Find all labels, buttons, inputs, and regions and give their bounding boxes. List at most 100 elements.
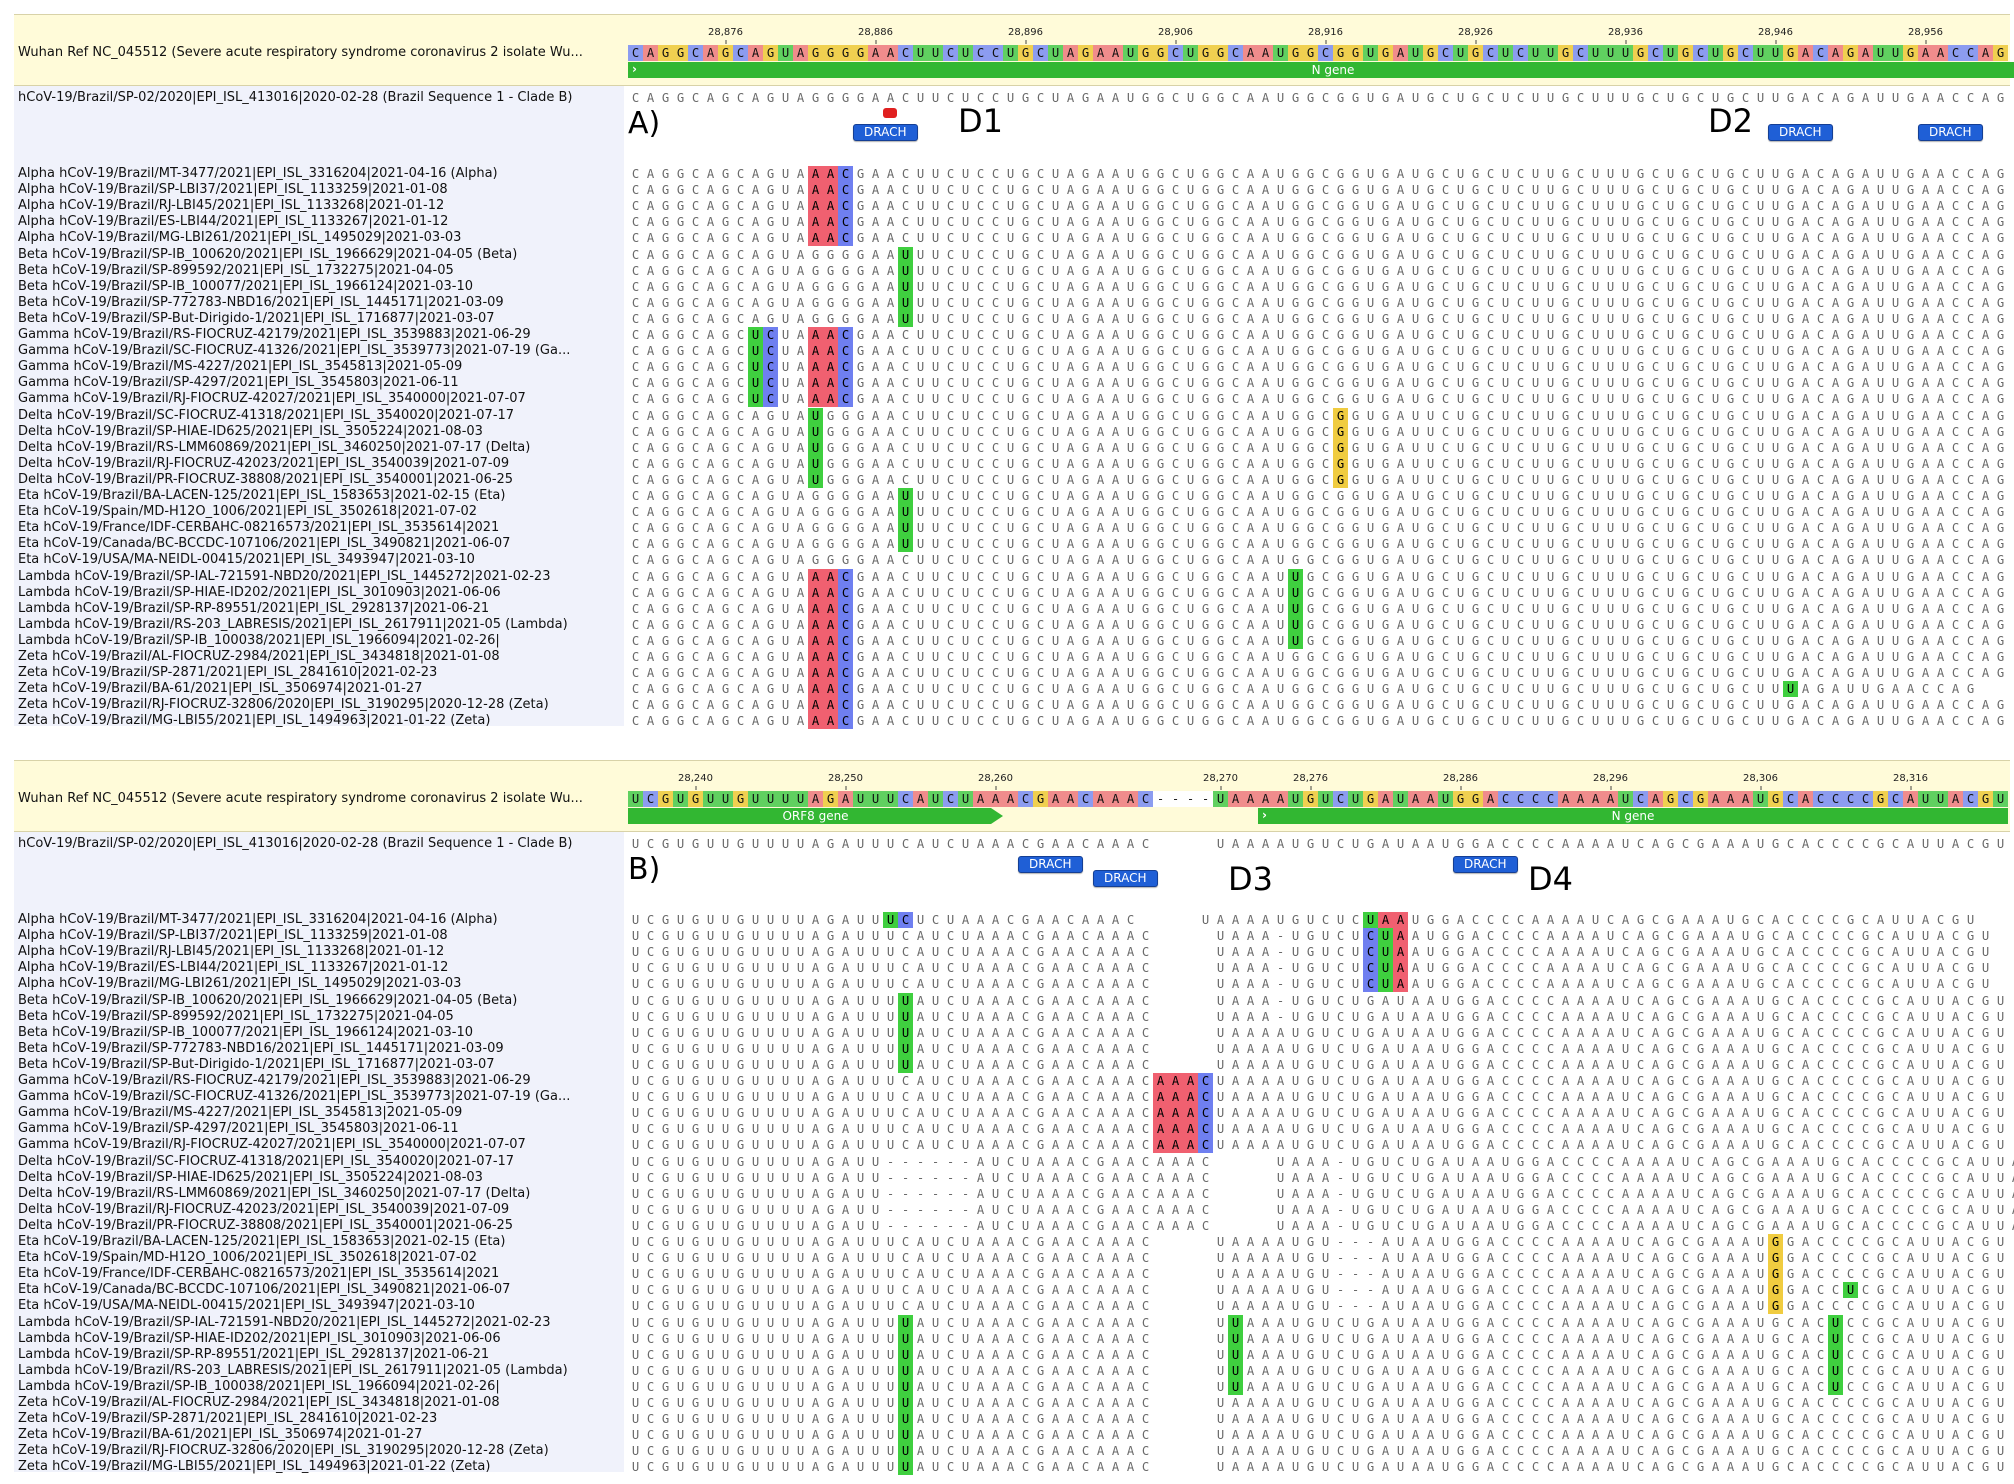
sequence-name: Delta hCoV-19/Brazil/SP-HIAE-ID625/2021|…	[18, 423, 483, 439]
sequence-name: Zeta hCoV-19/Brazil/SP-2871/2021|EPI_ISL…	[18, 1411, 438, 1427]
ruler-tick: 28,916	[1308, 27, 1343, 44]
sequence-name: Gamma hCoV-19/Brazil/RJ-FIOCRUZ-42027/20…	[18, 391, 526, 407]
alignment-panel-a: 28,876 28,886 28,896 28,906 28,916 28,926 28,9…	[14, 14, 2014, 730]
sequence-name: Zeta hCoV-19/Brazil/AL-FIOCRUZ-2984/2021…	[18, 1395, 500, 1410]
sequence-name: Alpha hCoV-19/Brazil/SP-LBI37/2021|EPI_I…	[18, 182, 448, 198]
ruler-tick: 28,956	[1908, 27, 1943, 44]
ruler-tick: 28,306	[1743, 773, 1778, 790]
sequence-name: Beta hCoV-19/Brazil/SP-IB_100620/2021|EP…	[18, 246, 518, 262]
sequence-name: Lambda hCoV-19/Brazil/RS-203_LABRESIS/20…	[18, 1362, 568, 1378]
ruler-tick: 28,270	[1203, 773, 1238, 790]
sequence-name: Gamma hCoV-19/Brazil/SC-FIOCRUZ-41326/20…	[18, 343, 571, 359]
sequence-name: Lambda hCoV-19/Brazil/SP-RP-89551/2021|E…	[18, 1346, 490, 1362]
sequence-name: Delta hCoV-19/Brazil/RS-LMM60869/2021|EP…	[18, 439, 531, 455]
sequence-name: Alpha hCoV-19/Brazil/MT-3477/2021|EPI_IS…	[18, 166, 498, 181]
drach-motif-box: DRACH	[1918, 124, 1983, 141]
panel-label: A)	[628, 106, 661, 141]
sequence-name: Delta hCoV-19/Brazil/RJ-FIOCRUZ-42023/20…	[18, 1201, 510, 1217]
ruler-tick: 28,906	[1158, 27, 1193, 44]
position-ruler: 28,876 28,886 28,896 28,906 28,916 28,926 28,9…	[14, 27, 2010, 45]
sequence-name: Eta hCoV-19/Canada/BC-BCCDC-107106/2021|…	[18, 536, 511, 552]
sequence-name: Gamma hCoV-19/Brazil/RS-FIOCRUZ-42179/20…	[18, 327, 531, 342]
ruler-tick: 28,926	[1458, 27, 1493, 44]
ruler-tick: 28,296	[1593, 773, 1628, 790]
sequence-name: Zeta hCoV-19/Brazil/SP-2871/2021|EPI_ISL…	[18, 665, 438, 681]
sequence-name: Beta hCoV-19/Brazil/SP-899592/2021|EPI_I…	[18, 1008, 454, 1024]
sequence-name: Zeta hCoV-19/Brazil/RJ-FIOCRUZ-32806/202…	[18, 1443, 549, 1459]
gene-annotation: N gene	[1258, 807, 2008, 824]
gene-annotation: N gene	[628, 61, 2014, 78]
sequence-name: Zeta hCoV-19/Brazil/BA-61/2021|EPI_ISL_3…	[18, 681, 423, 697]
ruler-tick: 28,316	[1893, 773, 1928, 790]
ruler-tick: 28,876	[708, 27, 743, 44]
alignment-panel-b: 28,240 28,250 28,260 28,270 28,276 28,286 28,2…	[14, 760, 2014, 1476]
sequence-name: Gamma hCoV-19/Brazil/RJ-FIOCRUZ-42027/20…	[18, 1137, 526, 1153]
drach-motif-box: DRACH	[1093, 870, 1158, 887]
sequence-name: Lambda hCoV-19/Brazil/SP-RP-89551/2021|E…	[18, 600, 490, 616]
drach-site-label: D4	[1528, 860, 1573, 898]
ruler-tick: 28,276	[1293, 773, 1328, 790]
drach-motif-box: DRACH	[1768, 124, 1833, 141]
sequence-name: Beta hCoV-19/Brazil/SP-IB_100077/2021|EP…	[18, 278, 474, 294]
sequence-names-column: Alpha hCoV-19/Brazil/MT-3477/2021|EPI_IS…	[14, 832, 624, 1474]
sequence-name: Beta hCoV-19/Brazil/SP-IB_100620/2021|EP…	[18, 992, 518, 1008]
sequence-name: Zeta hCoV-19/Brazil/RJ-FIOCRUZ-32806/202…	[18, 697, 549, 713]
sequence-name: Eta hCoV-19/France/IDF-CERBAHC-08216573/…	[18, 520, 500, 536]
ruler-tick: 28,250	[828, 773, 863, 790]
ruler-tick: 28,240	[678, 773, 713, 790]
sequence-name: Alpha hCoV-19/Brazil/SP-LBI37/2021|EPI_I…	[18, 928, 448, 944]
sequence-name: Eta hCoV-19/Brazil/BA-LACEN-125/2021|EPI…	[18, 1234, 506, 1249]
drach-motif-box: DRACH	[853, 124, 918, 141]
panel-label: B)	[628, 852, 661, 887]
sequence-names-column: Alpha hCoV-19/Brazil/MT-3477/2021|EPI_IS…	[14, 86, 624, 728]
sequence-name: Eta hCoV-19/Spain/MD-H12O_1006/2021|EPI_…	[18, 1250, 478, 1266]
sequence-name: Lambda hCoV-19/Brazil/SP-HIAE-ID202/2021…	[18, 584, 501, 600]
drach-motif-box: DRACH	[1453, 856, 1518, 873]
sequence-name: Beta hCoV-19/Brazil/SP-772783-NBD16/2021…	[18, 1040, 504, 1056]
sequence-name: Delta hCoV-19/Brazil/PR-FIOCRUZ-38808/20…	[18, 1217, 514, 1233]
sequence-name: Beta hCoV-19/Brazil/SP-But-Dirigido-1/20…	[18, 1056, 495, 1072]
sequence-name: Lambda hCoV-19/Brazil/SP-IAL-721591-NBD2…	[18, 568, 551, 584]
sequence-name: Zeta hCoV-19/Brazil/BA-61/2021|EPI_ISL_3…	[18, 1427, 423, 1443]
